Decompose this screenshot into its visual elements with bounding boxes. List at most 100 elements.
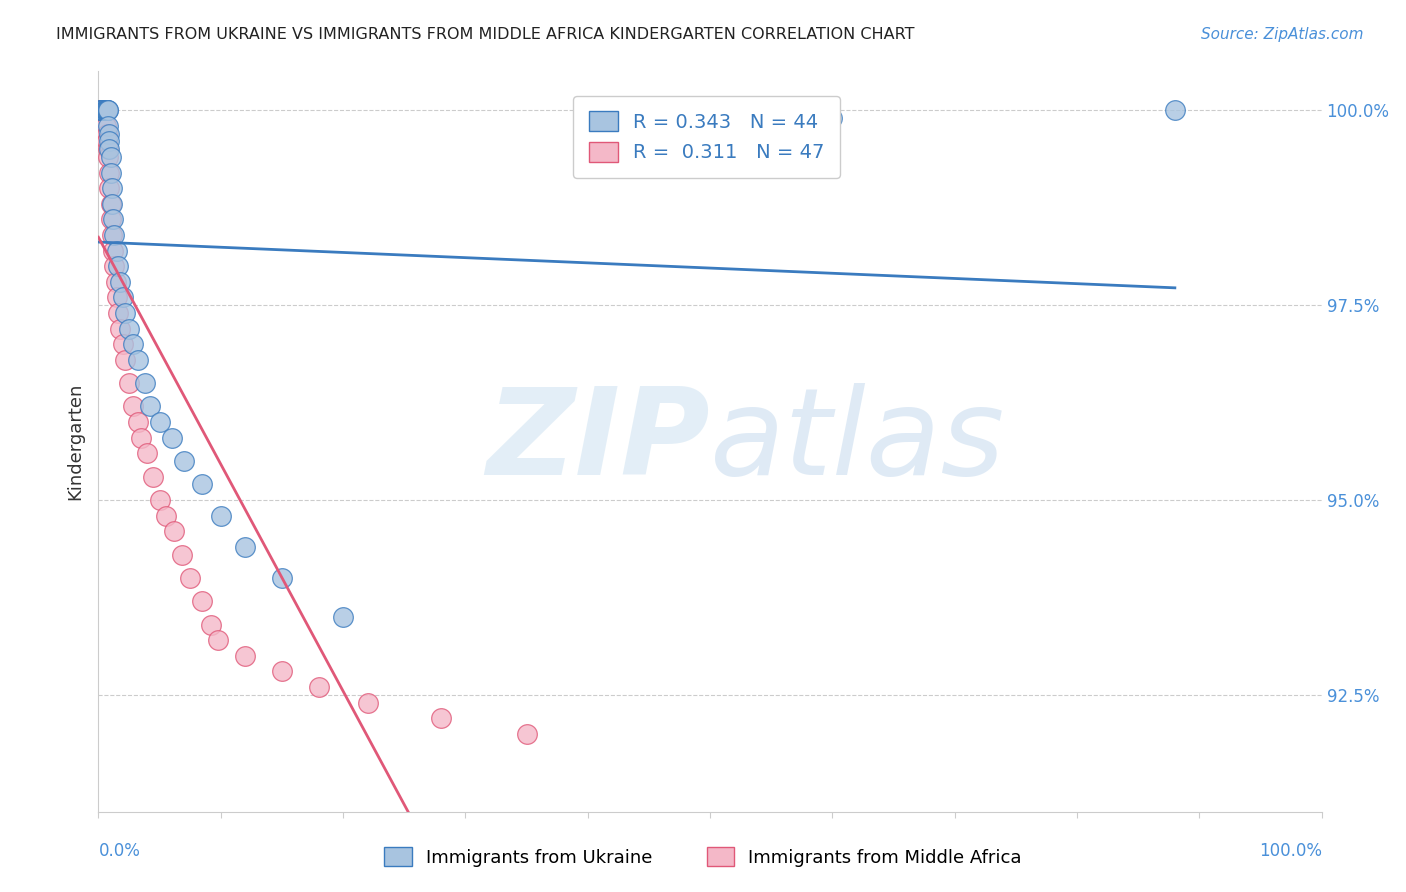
Point [101,244,124,258]
Point [107,306,129,320]
Point [90,103,112,118]
Point [270,571,294,585]
Point [97,150,120,164]
Point [118,321,141,335]
Point [139,400,162,414]
Point [91,103,114,118]
Point [107,259,129,273]
Point [270,665,294,679]
Point [98,135,121,149]
Point [149,415,172,429]
Point [105,244,128,258]
Point [149,493,172,508]
Point [94,119,117,133]
Point [179,571,201,585]
Point [96,135,118,149]
Point [98,166,121,180]
Text: 100.0%: 100.0% [1258,842,1322,860]
Point [91,103,114,118]
Point [101,227,124,242]
Point [90,103,112,118]
Point [96,103,118,118]
Text: atlas: atlas [710,383,1005,500]
Point [98,181,121,195]
Point [93,103,115,118]
Point [191,594,214,608]
Point [114,352,136,367]
Point [129,431,152,445]
Point [98,142,121,156]
Point [173,454,195,468]
Point [821,111,844,125]
Point [93,103,115,118]
Point [97,103,120,118]
Point [96,103,118,118]
Point [100,150,122,164]
Point [103,259,125,273]
Point [233,540,256,554]
Point [91,103,114,118]
Point [430,711,453,725]
Y-axis label: Kindergarten: Kindergarten [66,383,84,500]
Point [209,508,232,523]
Point [332,610,354,624]
Point [89,103,111,118]
Point [121,337,143,351]
Point [97,119,120,133]
Point [110,275,132,289]
Point [207,633,229,648]
Point [114,306,136,320]
Point [91,103,114,118]
Point [111,290,134,304]
Point [98,127,121,141]
Point [134,376,156,390]
Point [97,103,120,118]
Point [127,352,149,367]
Point [89,103,111,118]
Legend: Immigrants from Ukraine, Immigrants from Middle Africa: Immigrants from Ukraine, Immigrants from… [377,840,1029,874]
Point [100,212,122,227]
Point [163,524,186,538]
Point [142,469,165,483]
Point [155,508,177,523]
Text: 0.0%: 0.0% [98,842,141,860]
Point [104,275,127,289]
Point [91,103,114,118]
Point [101,197,124,211]
Point [200,617,222,632]
Point [191,477,214,491]
Point [308,680,330,694]
Point [233,648,256,663]
Point [356,696,378,710]
Point [136,446,159,460]
Point [103,227,125,242]
Point [110,321,132,335]
Text: IMMIGRANTS FROM UKRAINE VS IMMIGRANTS FROM MIDDLE AFRICA KINDERGARTEN CORRELATIO: IMMIGRANTS FROM UKRAINE VS IMMIGRANTS FR… [56,27,915,42]
Point [127,415,149,429]
Point [91,103,114,118]
Point [94,103,117,118]
Point [515,727,537,741]
Point [1164,103,1187,118]
Point [101,212,124,227]
Point [101,181,124,195]
Text: Source: ZipAtlas.com: Source: ZipAtlas.com [1201,27,1364,42]
Point [121,400,143,414]
Point [94,103,117,118]
Point [118,376,141,390]
Legend: R = 0.343   N = 44, R =  0.311   N = 47: R = 0.343 N = 44, R = 0.311 N = 47 [574,95,841,178]
Point [105,290,128,304]
Point [93,103,115,118]
Point [96,127,118,141]
Point [111,337,134,351]
Point [91,103,114,118]
Point [100,166,122,180]
Point [100,197,122,211]
Text: ZIP: ZIP [486,383,710,500]
Point [97,142,120,156]
Point [91,103,114,118]
Point [93,103,115,118]
Point [160,431,183,445]
Point [94,103,117,118]
Point [170,548,193,562]
